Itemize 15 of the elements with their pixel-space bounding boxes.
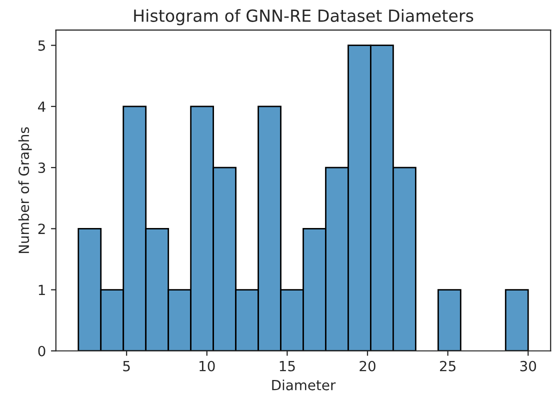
x-tick-label: 20 bbox=[360, 360, 376, 372]
x-tick-label: 10 bbox=[200, 360, 215, 372]
chart-title: Histogram of GNN-RE Dataset Diameters bbox=[134, 9, 474, 26]
x-tick-label: 5 bbox=[123, 361, 130, 372]
x-axis-title: Diameter bbox=[272, 380, 336, 390]
y-tick-label: 3 bbox=[38, 162, 46, 174]
y-tick-label: 4 bbox=[38, 102, 46, 112]
y-tick-label: 0 bbox=[38, 346, 46, 356]
y-axis-title: Number of Graphs bbox=[18, 127, 32, 254]
x-tick-label: 25 bbox=[440, 360, 456, 372]
y-tick-label: 2 bbox=[38, 224, 45, 234]
x-tick-label: 15 bbox=[280, 361, 295, 372]
x-tick-label: 30 bbox=[520, 360, 536, 372]
y-tick-label: 1 bbox=[38, 284, 45, 296]
y-tick-label: 5 bbox=[38, 40, 45, 51]
